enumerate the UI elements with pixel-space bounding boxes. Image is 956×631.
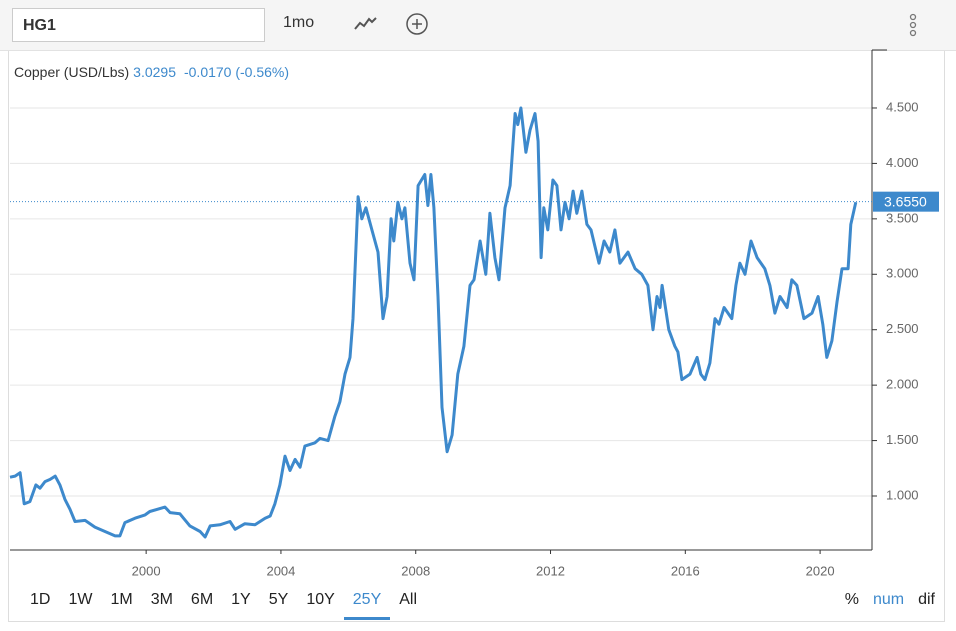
range-button[interactable]: 1M	[110, 591, 133, 608]
y-tick-label: 3.500	[886, 210, 919, 225]
interval-button[interactable]: 1mo	[283, 14, 315, 31]
x-tick-label: 2020	[806, 563, 835, 578]
last-price-label: 3.6550	[884, 193, 927, 209]
x-tick-label: 2016	[671, 563, 700, 578]
chart-type-icon[interactable]	[352, 14, 378, 34]
mode-button[interactable]: num	[872, 591, 905, 608]
range-button[interactable]: 3M	[150, 591, 173, 608]
x-tick-label: 2012	[536, 563, 565, 578]
range-button[interactable]: 25Y	[343, 586, 391, 620]
menu-icon[interactable]	[907, 13, 919, 39]
range-button[interactable]: 1W	[68, 591, 93, 608]
y-tick-label: 4.500	[886, 99, 919, 114]
last-price-box	[873, 191, 939, 212]
y-tick-label: 4.000	[886, 155, 919, 170]
legend-name: Copper (USD/Lbs)	[14, 64, 129, 80]
range-button[interactable]: 10Y	[306, 591, 335, 608]
range-bar: 1D 1W 1M 3M 6M 1Y 5Y 10Y 25Y All	[21, 586, 426, 620]
y-tick-label: 1.500	[886, 432, 919, 447]
range-button[interactable]: 1D	[30, 591, 51, 608]
symbol-input[interactable]: HG1	[12, 8, 265, 42]
mode-button[interactable]: dif	[918, 591, 935, 608]
add-indicator-icon[interactable]	[405, 12, 429, 36]
mode-bar: % num dif	[838, 586, 942, 617]
y-tick-label: 2.000	[886, 377, 919, 392]
x-tick-label: 2000	[132, 563, 161, 578]
range-button[interactable]: All	[399, 591, 418, 608]
legend: Copper (USD/Lbs) 3.0295 -0.0170 (-0.56%)	[14, 64, 289, 80]
legend-change: -0.0170 (-0.56%)	[184, 64, 289, 80]
mode-button[interactable]: %	[844, 591, 859, 608]
y-tick-label: 3.000	[886, 266, 919, 281]
range-button[interactable]: 1Y	[231, 591, 251, 608]
range-button[interactable]: 5Y	[268, 591, 289, 608]
x-tick-label: 2004	[266, 563, 295, 578]
widget-frame	[8, 0, 945, 622]
x-tick-label: 2008	[401, 563, 430, 578]
chart: Copper (USD/Lbs) 3.0295 -0.0170 (-0.56%) 1…	[9, 49, 939, 578]
price-line	[9, 106, 858, 539]
legend-quote: 3.0295	[133, 64, 176, 80]
y-tick-label: 2.500	[886, 321, 919, 336]
range-button[interactable]: 6M	[190, 591, 214, 608]
y-tick-label: 1.000	[886, 487, 919, 502]
toolbar: HG1 1mo	[0, 0, 956, 51]
